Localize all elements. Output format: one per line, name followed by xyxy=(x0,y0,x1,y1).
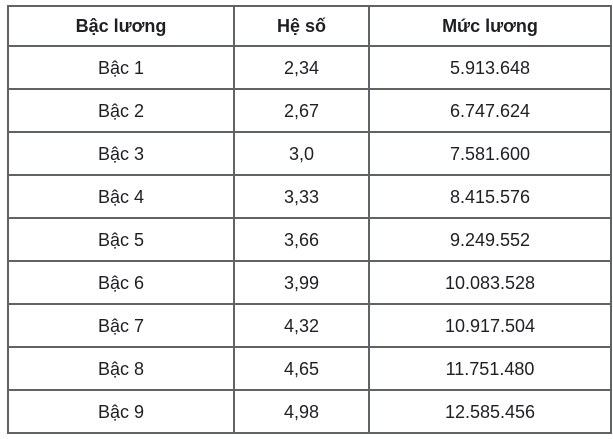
cell-level: Bậc 5 xyxy=(7,217,235,262)
cell-salary: 11.751.480 xyxy=(368,346,612,391)
table-row: Bậc 2 2,67 6.747.624 xyxy=(7,88,612,133)
cell-salary: 10.083.528 xyxy=(368,260,612,305)
cell-level: Bậc 3 xyxy=(7,131,235,176)
cell-coefficient: 4,32 xyxy=(233,303,370,348)
table-row: Bậc 1 2,34 5.913.648 xyxy=(7,45,612,90)
column-header-level: Bậc lương xyxy=(7,5,235,47)
cell-salary: 12.585.456 xyxy=(368,389,612,434)
cell-level: Bậc 4 xyxy=(7,174,235,219)
table-row: Bậc 8 4,65 11.751.480 xyxy=(7,346,612,391)
cell-level: Bậc 8 xyxy=(7,346,235,391)
table-row: Bậc 3 3,0 7.581.600 xyxy=(7,131,612,176)
cell-coefficient: 3,33 xyxy=(233,174,370,219)
cell-level: Bậc 7 xyxy=(7,303,235,348)
table-row: Bậc 4 3,33 8.415.576 xyxy=(7,174,612,219)
cell-level: Bậc 6 xyxy=(7,260,235,305)
table-row: Bậc 5 3,66 9.249.552 xyxy=(7,217,612,262)
cell-coefficient: 2,67 xyxy=(233,88,370,133)
cell-salary: 10.917.504 xyxy=(368,303,612,348)
cell-salary: 6.747.624 xyxy=(368,88,612,133)
cell-salary: 7.581.600 xyxy=(368,131,612,176)
header-row: Bậc lương Hệ số Mức lương xyxy=(7,5,612,47)
cell-coefficient: 4,65 xyxy=(233,346,370,391)
salary-table-body: Bậc 1 2,34 5.913.648 Bậc 2 2,67 6.747.62… xyxy=(7,45,612,434)
cell-coefficient: 3,0 xyxy=(233,131,370,176)
cell-coefficient: 3,66 xyxy=(233,217,370,262)
salary-table-header: Bậc lương Hệ số Mức lương xyxy=(7,5,612,47)
table-row: Bậc 6 3,99 10.083.528 xyxy=(7,260,612,305)
cell-salary: 8.415.576 xyxy=(368,174,612,219)
salary-table: Bậc lương Hệ số Mức lương Bậc 1 2,34 5.9… xyxy=(7,5,612,434)
column-header-coefficient: Hệ số xyxy=(233,5,370,47)
cell-salary: 5.913.648 xyxy=(368,45,612,90)
column-header-salary: Mức lương xyxy=(368,5,612,47)
table-row: Bậc 7 4,32 10.917.504 xyxy=(7,303,612,348)
cell-coefficient: 2,34 xyxy=(233,45,370,90)
cell-coefficient: 3,99 xyxy=(233,260,370,305)
cell-level: Bậc 2 xyxy=(7,88,235,133)
cell-coefficient: 4,98 xyxy=(233,389,370,434)
cell-level: Bậc 9 xyxy=(7,389,235,434)
table-row: Bậc 9 4,98 12.585.456 xyxy=(7,389,612,434)
cell-level: Bậc 1 xyxy=(7,45,235,90)
cell-salary: 9.249.552 xyxy=(368,217,612,262)
